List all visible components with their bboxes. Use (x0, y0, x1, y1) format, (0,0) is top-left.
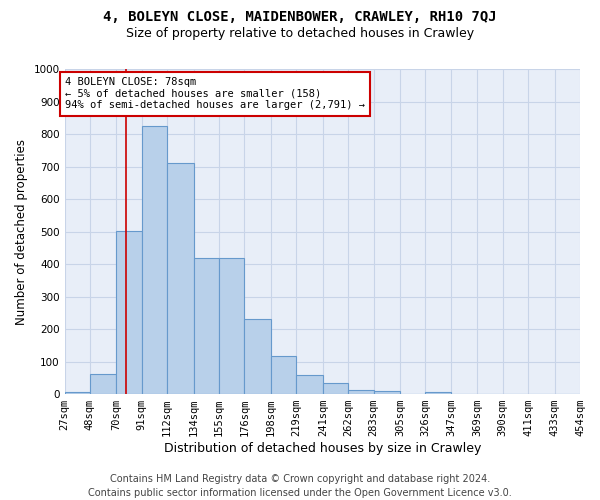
Bar (296, 374, 323, 394)
Bar (194, 258, 219, 394)
Bar (65, 392, 90, 394)
Text: 4 BOLEYN CLOSE: 78sqm
← 5% of detached houses are smaller (158)
94% of semi-deta: 4 BOLEYN CLOSE: 78sqm ← 5% of detached h… (65, 77, 365, 110)
Bar (271, 356, 296, 394)
Text: Contains HM Land Registry data © Crown copyright and database right 2024.
Contai: Contains HM Land Registry data © Crown c… (88, 474, 512, 498)
Bar (348, 390, 374, 394)
Bar (142, 126, 167, 394)
Bar (425, 392, 451, 394)
Bar (167, 162, 194, 394)
Bar (116, 230, 142, 394)
Bar (374, 391, 400, 394)
Y-axis label: Number of detached properties: Number of detached properties (15, 138, 28, 324)
Bar (90, 374, 116, 394)
Bar (323, 382, 348, 394)
Bar (244, 320, 271, 394)
Text: Size of property relative to detached houses in Crawley: Size of property relative to detached ho… (126, 28, 474, 40)
Bar (219, 258, 244, 394)
Text: 4, BOLEYN CLOSE, MAIDENBOWER, CRAWLEY, RH10 7QJ: 4, BOLEYN CLOSE, MAIDENBOWER, CRAWLEY, R… (103, 10, 497, 24)
X-axis label: Distribution of detached houses by size in Crawley: Distribution of detached houses by size … (164, 442, 481, 455)
